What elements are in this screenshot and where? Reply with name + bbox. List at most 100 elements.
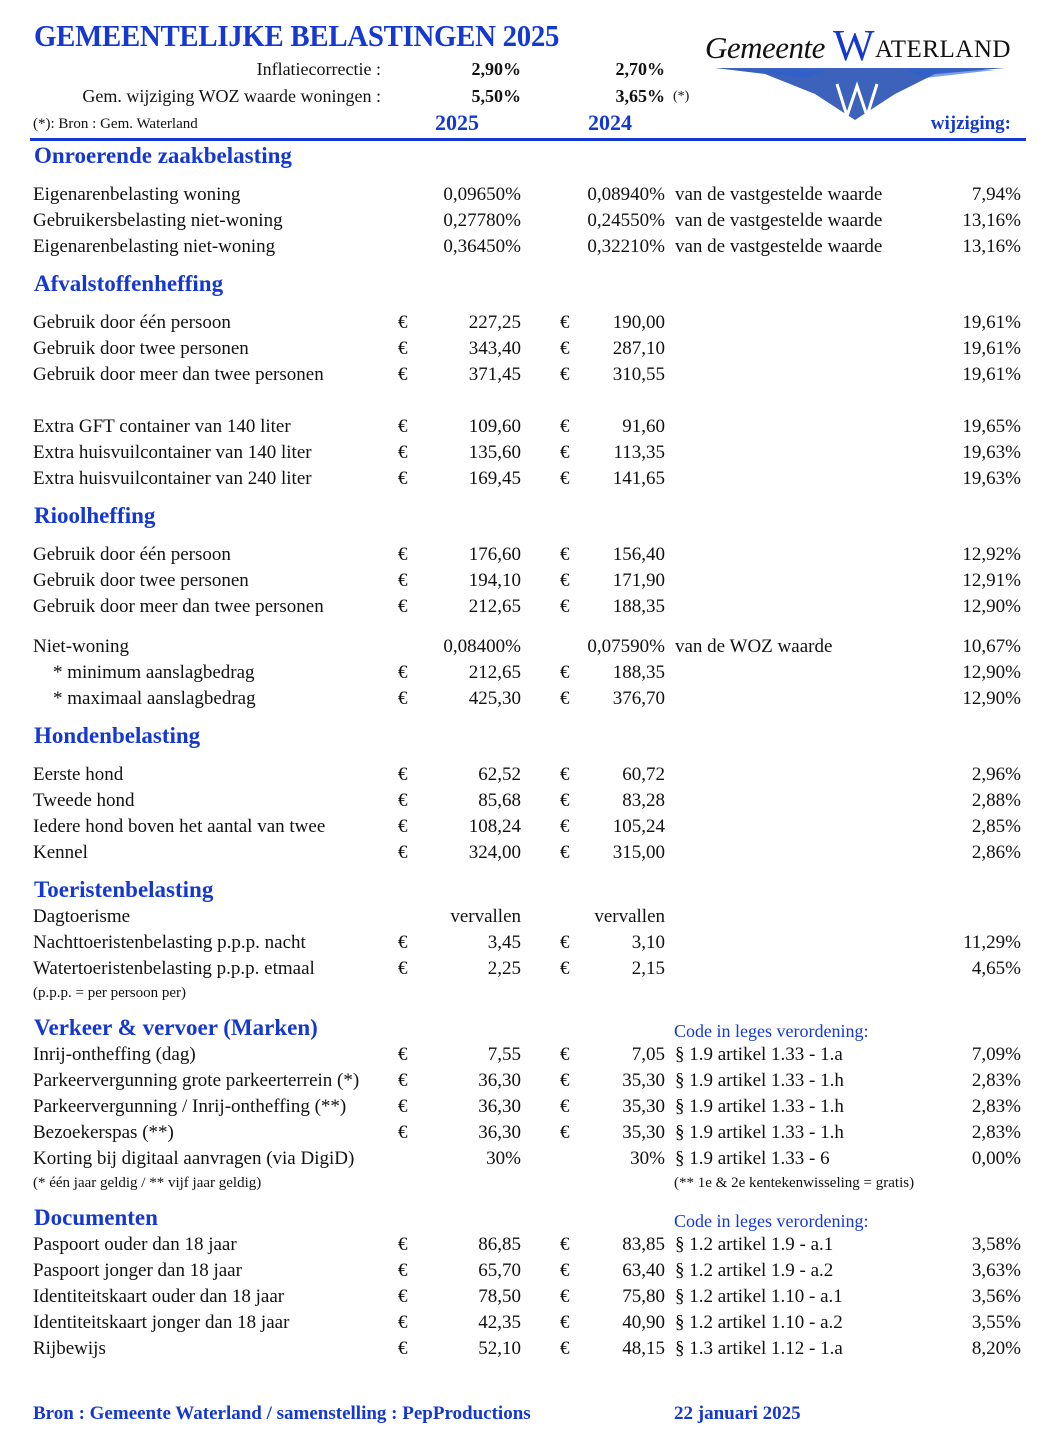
value-2024: 190,00 [612,312,665,333]
value-2024: 171,90 [612,570,665,591]
table-row: * maximaal aanslagbedrag €425,30 €376,70 12… [0,686,1051,712]
value-2025: 425,30 [468,688,521,709]
row-label: Extra huisvuilcontainer van 240 liter [33,468,312,489]
value-2024: vervallen [594,906,665,927]
row-label: Gebruik door twee personen [33,338,249,359]
value-2025: 0,36450% [443,236,521,257]
row-label: Gebruik door meer dan twee personen [33,364,324,385]
value-2025: 324,00 [468,842,521,863]
value-2024: 141,65 [612,468,665,489]
value-2025: 176,60 [468,544,521,565]
euro-2025: € [398,662,408,683]
euro-2024: € [560,1044,570,1065]
euro-2024: € [560,932,570,953]
euro-2025: € [398,544,408,565]
row-note: van de vastgestelde waarde [675,210,883,231]
change-value: 19,65% [962,416,1021,437]
row-note: § 1.9 artikel 1.33 - 1.a [675,1044,843,1065]
value-2024: 35,30 [622,1122,665,1143]
row-note: § 1.2 artikel 1.10 - a.2 [675,1312,843,1333]
table-row: Parkeervergunning grote parkeerterrein (… [0,1068,1051,1094]
row-note: § 1.9 artikel 1.33 - 1.h [675,1122,844,1143]
change-value: 7,94% [971,184,1021,205]
section-title: Onroerende zaakbelasting [34,143,292,168]
row-label: Eigenarenbelasting woning [33,184,241,205]
euro-2024: € [560,364,570,385]
table-row: Extra huisvuilcontainer van 140 liter €13… [0,440,1051,466]
value-2024: 105,24 [612,816,665,837]
row-label: Kennel [33,842,88,863]
column-header-2025: 2025 [435,110,479,135]
footnote: (* één jaar geldig / ** vijf jaar geldig… [0,1172,1051,1194]
row-label: Identiteitskaart jonger dan 18 jaar [33,1312,290,1333]
footer-source: Bron : Gemeente Waterland / samenstellin… [33,1403,531,1424]
change-value: 0,00% [971,1148,1021,1169]
value-2024: 188,35 [612,662,665,683]
change-value: 19,63% [962,468,1021,489]
value-2025: 36,30 [478,1096,521,1117]
section-header: Toeristenbelasting [0,876,1051,904]
table-row: Watertoeristenbelasting p.p.p. etmaal €2,… [0,956,1051,982]
change-value: 13,16% [962,236,1021,257]
value-2025: 85,68 [478,790,521,811]
row-group: Gebruik door één persoon €176,60 €156,40 12… [0,542,1051,620]
table-row: Identiteitskaart ouder dan 18 jaar €78,50… [0,1284,1051,1310]
table-row: Gebruik door twee personen €194,10 €171,90… [0,568,1051,594]
section-hondenbelasting: Hondenbelasting Eerste hond €62,52 €60,72 2,… [0,722,1051,866]
row-label: Parkeervergunning grote parkeerterrein (… [33,1070,360,1091]
row-label: Identiteitskaart ouder dan 18 jaar [33,1286,285,1307]
section-header: Documenten Code in leges verordening: [0,1204,1051,1232]
euro-2025: € [398,364,408,385]
value-2024: 113,35 [613,442,665,463]
euro-2024: € [560,958,570,979]
value-2025: 52,10 [478,1338,521,1359]
section-verkeer-vervoer-marken-: Verkeer & vervoer (Marken) Code in leges … [0,1014,1051,1194]
row-note: van de vastgestelde waarde [675,236,883,257]
table-row: Eerste hond €62,52 €60,72 2,96% [0,762,1051,788]
section-title: Rioolheffing [34,503,156,528]
value-2025: 194,10 [468,570,521,591]
woz-label: Gem. wijziging WOZ waarde woningen : [82,86,381,106]
value-2025: 3,45 [487,932,521,953]
footer-date: 22 januari 2025 [674,1403,801,1424]
row-note: § 1.2 artikel 1.9 - a.2 [675,1260,834,1281]
value-2025: 0,08400% [443,636,521,657]
euro-2025: € [398,842,408,863]
page-title: GEMEENTELIJKE BELASTINGEN 2025 [34,18,560,53]
value-2025: 0,09650% [443,184,521,205]
value-2024: 35,30 [622,1096,665,1117]
value-2024: 156,40 [612,544,665,565]
euro-2025: € [398,468,408,489]
change-value: 3,56% [971,1286,1021,1307]
row-label: Rijbewijs [33,1338,106,1359]
row-label: Korting bij digitaal aanvragen (via Digi… [33,1148,355,1169]
euro-2025: € [398,596,408,617]
value-2024: 48,15 [622,1338,665,1359]
row-label: Extra GFT container van 140 liter [33,416,291,437]
row-label: Gebruik door meer dan twee personen [33,596,324,617]
value-2025: 212,65 [468,596,521,617]
table-row: Parkeervergunning / Inrij-ontheffing (**… [0,1094,1051,1120]
footnote: (p.p.p. = per persoon per) [0,982,1051,1004]
euro-2025: € [398,312,408,333]
value-2024: 188,35 [612,596,665,617]
row-note: § 1.9 artikel 1.33 - 6 [675,1148,830,1169]
row-label: Gebruik door één persoon [33,312,231,333]
euro-2024: € [560,790,570,811]
footnote-left: (* één jaar geldig / ** vijf jaar geldig… [33,1175,262,1191]
change-value: 19,61% [962,312,1021,333]
euro-2025: € [398,1122,408,1143]
table-row: Korting bij digitaal aanvragen (via Digi… [0,1146,1051,1172]
row-label: Bezoekerspas (**) [33,1122,174,1143]
table-row: Gebruikersbelasting niet-woning 0,27780% 0… [0,208,1051,234]
value-2025: 42,35 [478,1312,521,1333]
value-2024: 0,08940% [587,184,665,205]
value-2025: 86,85 [478,1234,521,1255]
euro-2024: € [560,1312,570,1333]
row-label: Eigenarenbelasting niet-woning [33,236,276,257]
value-2025: 135,60 [468,442,521,463]
row-label: Gebruik door twee personen [33,570,249,591]
euro-2025: € [398,570,408,591]
section-header: Hondenbelasting [0,722,1051,750]
